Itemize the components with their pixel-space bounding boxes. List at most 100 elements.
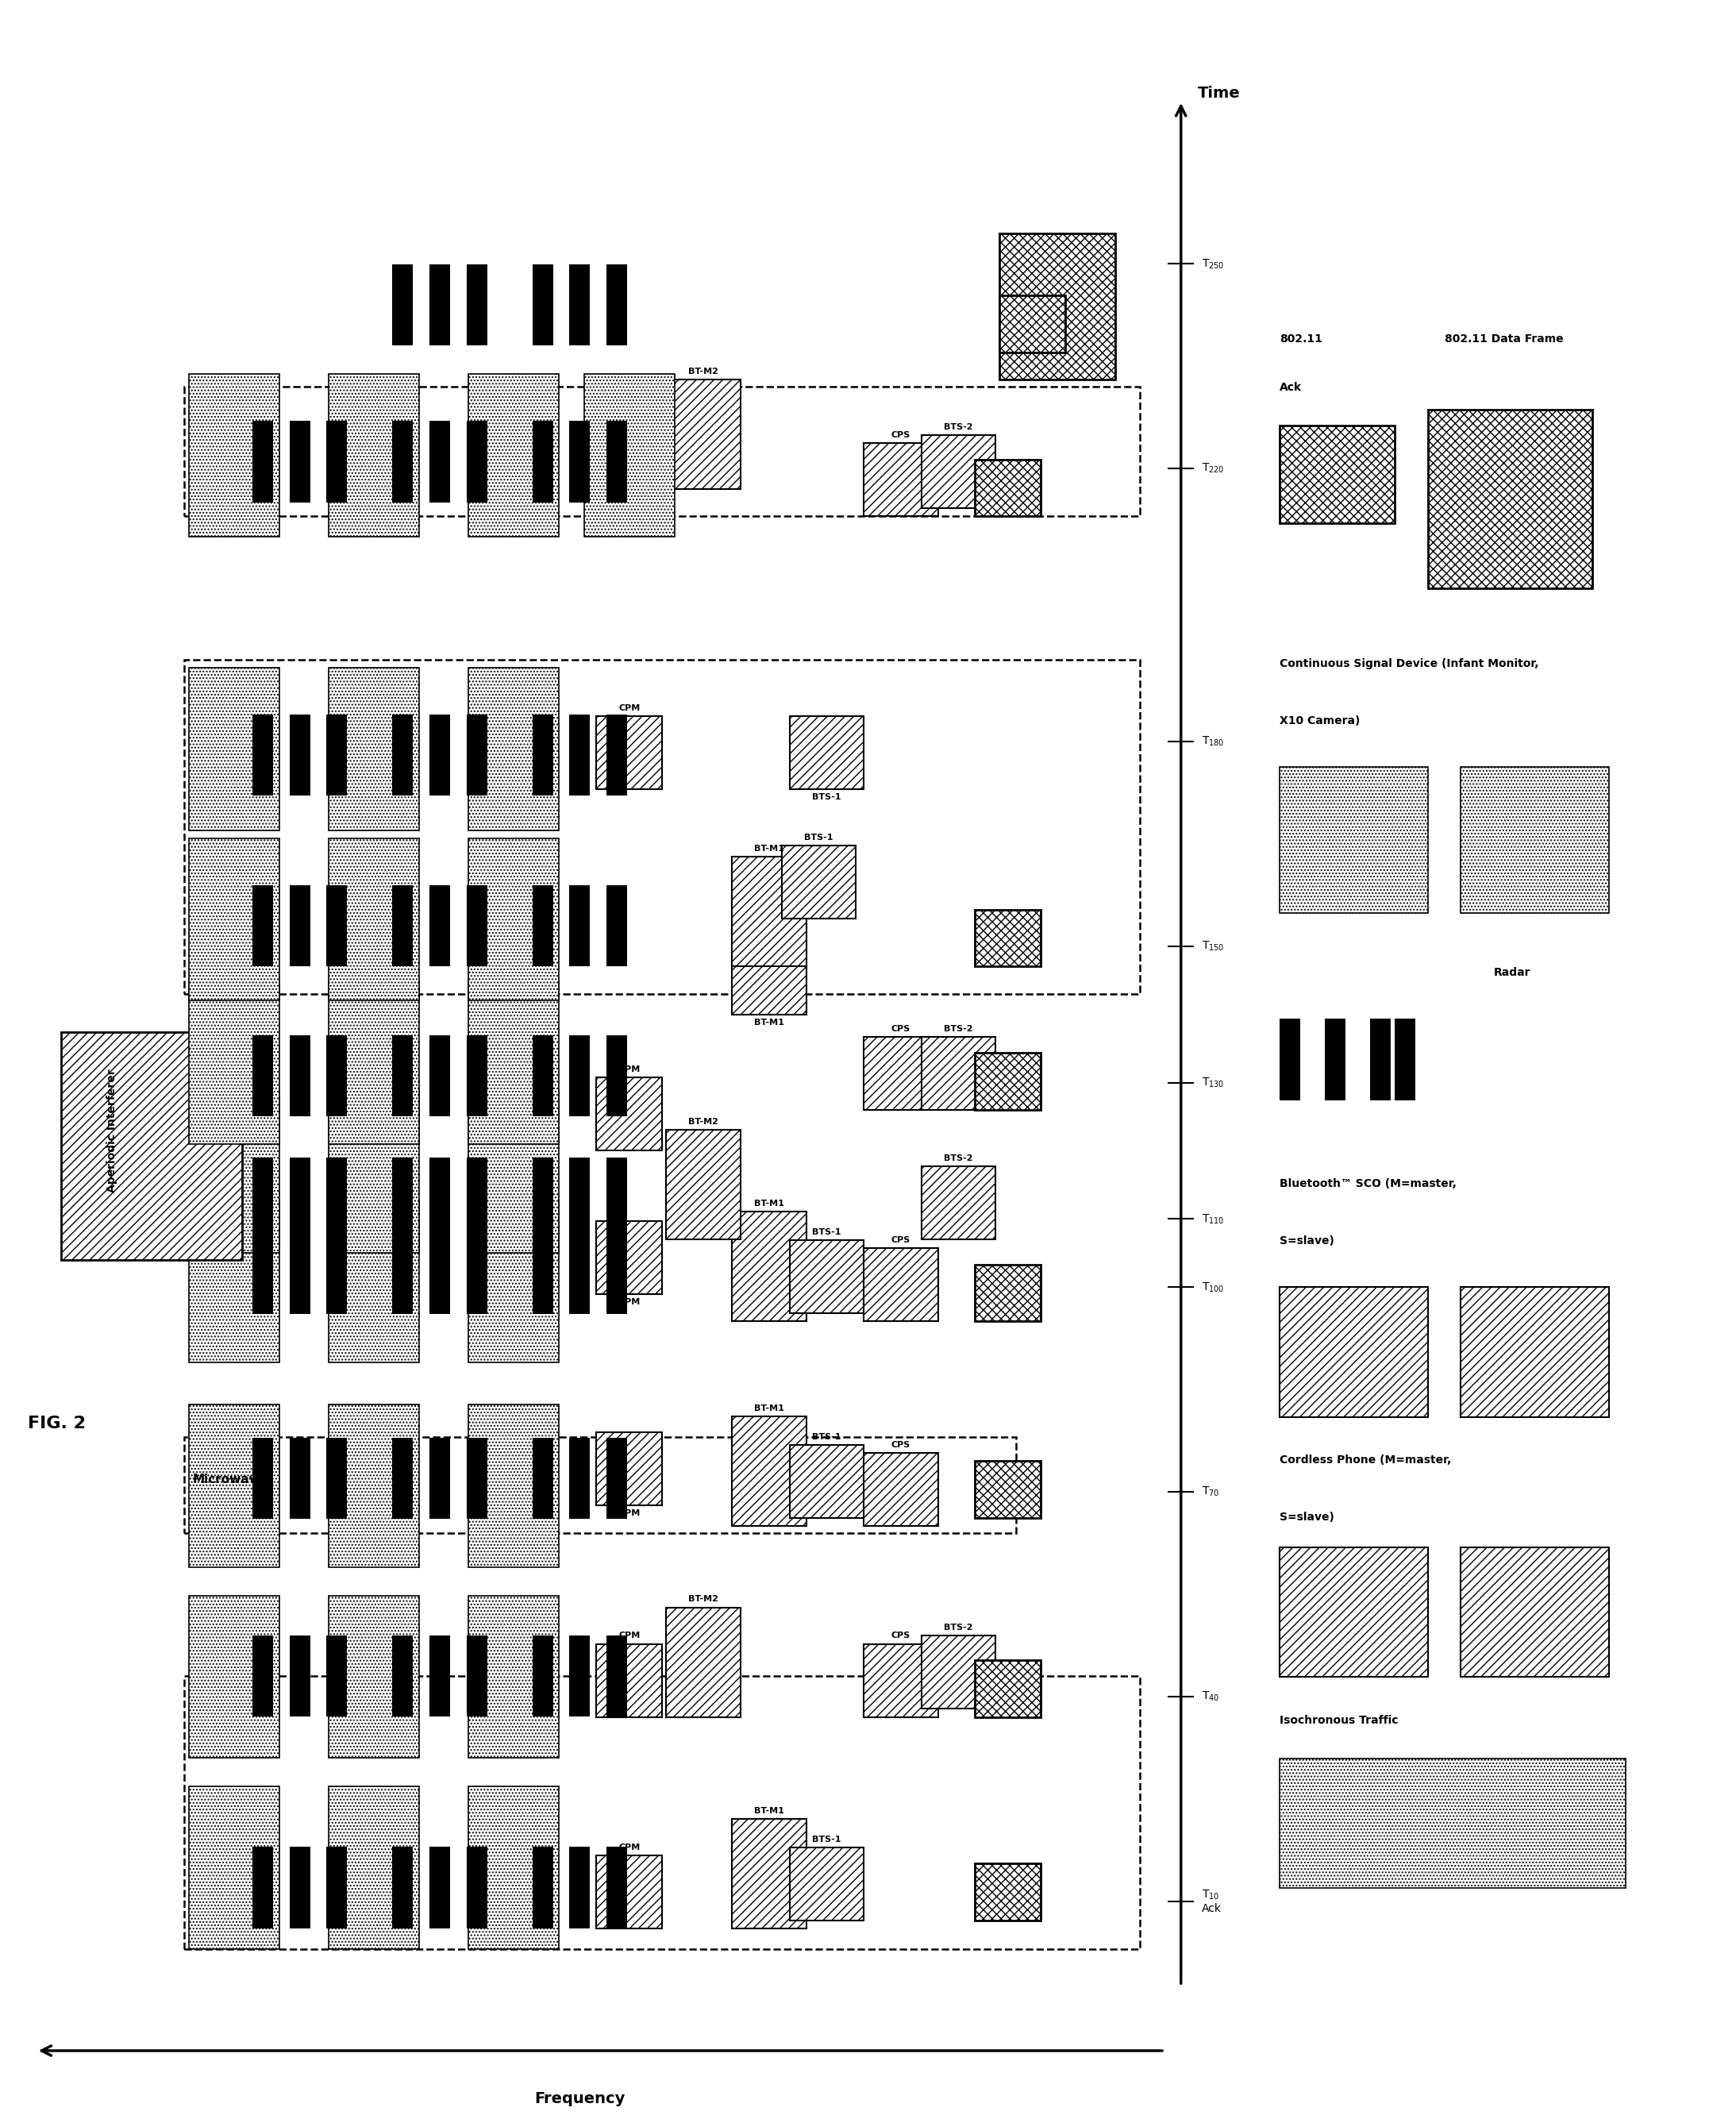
Text: CPS: CPS bbox=[891, 1632, 911, 1640]
Bar bbox=[865, 1036, 937, 1110]
Bar bbox=[790, 1848, 865, 1920]
Bar bbox=[733, 856, 806, 966]
Text: 802.11: 802.11 bbox=[1279, 333, 1323, 345]
Bar bbox=[976, 1460, 1042, 1517]
Bar bbox=[467, 886, 488, 966]
Bar bbox=[606, 886, 627, 966]
Bar bbox=[326, 1034, 347, 1117]
Bar bbox=[865, 1248, 937, 1322]
Text: 802.11 Data Frame: 802.11 Data Frame bbox=[1444, 333, 1562, 345]
Bar bbox=[595, 716, 661, 788]
Bar bbox=[922, 434, 996, 509]
Bar bbox=[392, 265, 413, 345]
Bar bbox=[429, 1636, 450, 1716]
Bar bbox=[429, 1034, 450, 1117]
Bar bbox=[790, 1445, 865, 1517]
Bar bbox=[326, 1157, 347, 1240]
Bar bbox=[976, 1659, 1042, 1716]
Bar bbox=[252, 1034, 273, 1117]
Text: Time: Time bbox=[1198, 85, 1240, 102]
Bar bbox=[1279, 1759, 1625, 1888]
Bar bbox=[976, 1265, 1042, 1322]
Bar bbox=[189, 981, 279, 1144]
Bar bbox=[533, 714, 554, 797]
Bar bbox=[533, 1157, 554, 1240]
Bar bbox=[733, 1212, 806, 1322]
Bar bbox=[189, 375, 279, 536]
Text: T$_{130}$: T$_{130}$ bbox=[1201, 1076, 1224, 1089]
Text: T$_{100}$: T$_{100}$ bbox=[1201, 1280, 1224, 1295]
Bar bbox=[326, 1437, 347, 1519]
Text: T$_{10}$
Ack: T$_{10}$ Ack bbox=[1201, 1888, 1222, 1913]
Text: CPM: CPM bbox=[618, 1632, 641, 1640]
Text: BT-M2: BT-M2 bbox=[687, 367, 719, 375]
Bar bbox=[569, 1636, 590, 1716]
Text: BT-M1: BT-M1 bbox=[753, 1019, 785, 1026]
Bar bbox=[290, 1437, 311, 1519]
Bar bbox=[1279, 767, 1429, 913]
Bar bbox=[467, 1848, 488, 1928]
Bar bbox=[290, 422, 311, 502]
Bar bbox=[184, 386, 1141, 517]
Bar bbox=[469, 375, 559, 536]
Text: CPM: CPM bbox=[618, 1844, 641, 1852]
Bar bbox=[328, 981, 418, 1144]
Bar bbox=[865, 1644, 937, 1716]
Bar bbox=[595, 1221, 661, 1295]
Bar bbox=[189, 667, 279, 831]
Bar bbox=[533, 1636, 554, 1716]
Bar bbox=[533, 422, 554, 502]
Bar bbox=[392, 1437, 413, 1519]
Bar bbox=[533, 1233, 554, 1314]
Bar bbox=[606, 1034, 627, 1117]
Bar bbox=[781, 845, 856, 920]
Text: T$_{250}$: T$_{250}$ bbox=[1201, 256, 1224, 271]
Text: CPM: CPM bbox=[618, 1066, 641, 1074]
Bar bbox=[469, 1199, 559, 1363]
Bar bbox=[1370, 1019, 1391, 1100]
Bar bbox=[733, 1415, 806, 1526]
Bar bbox=[1462, 1286, 1609, 1418]
Bar bbox=[467, 422, 488, 502]
Text: CPS: CPS bbox=[891, 1235, 911, 1244]
Bar bbox=[252, 1636, 273, 1716]
Text: T$_{70}$: T$_{70}$ bbox=[1201, 1485, 1219, 1498]
Bar bbox=[606, 265, 627, 345]
Bar bbox=[595, 1644, 661, 1716]
Bar bbox=[606, 1636, 627, 1716]
Bar bbox=[429, 886, 450, 966]
Bar bbox=[1462, 1547, 1609, 1676]
Text: Ack: Ack bbox=[1279, 381, 1302, 394]
Bar bbox=[467, 1034, 488, 1117]
Text: S=slave): S=slave) bbox=[1279, 1235, 1335, 1246]
Bar bbox=[189, 839, 279, 1000]
Bar bbox=[326, 1636, 347, 1716]
Text: X10 Camera): X10 Camera) bbox=[1279, 716, 1361, 727]
Bar bbox=[429, 422, 450, 502]
Bar bbox=[328, 1199, 418, 1363]
Bar bbox=[429, 265, 450, 345]
Text: CPM: CPM bbox=[618, 1299, 641, 1305]
Bar bbox=[290, 1848, 311, 1928]
Bar bbox=[1279, 1286, 1429, 1418]
Text: BTS-1: BTS-1 bbox=[804, 833, 833, 841]
Bar bbox=[469, 1786, 559, 1949]
Bar bbox=[61, 1032, 241, 1261]
Text: Continuous Signal Device (Infant Monitor,: Continuous Signal Device (Infant Monitor… bbox=[1279, 659, 1538, 670]
Bar bbox=[595, 1432, 661, 1504]
Bar bbox=[533, 886, 554, 966]
Bar bbox=[189, 1405, 279, 1566]
Bar bbox=[328, 1405, 418, 1566]
Bar bbox=[606, 1157, 627, 1240]
Bar bbox=[976, 909, 1042, 966]
Text: CPS: CPS bbox=[891, 1026, 911, 1032]
Bar bbox=[1462, 767, 1609, 913]
Bar bbox=[606, 422, 627, 502]
Bar bbox=[252, 1437, 273, 1519]
Bar bbox=[328, 1786, 418, 1949]
Bar bbox=[326, 1848, 347, 1928]
Bar bbox=[976, 1053, 1042, 1110]
Bar bbox=[467, 1233, 488, 1314]
Bar bbox=[392, 1034, 413, 1117]
Bar bbox=[469, 1596, 559, 1759]
